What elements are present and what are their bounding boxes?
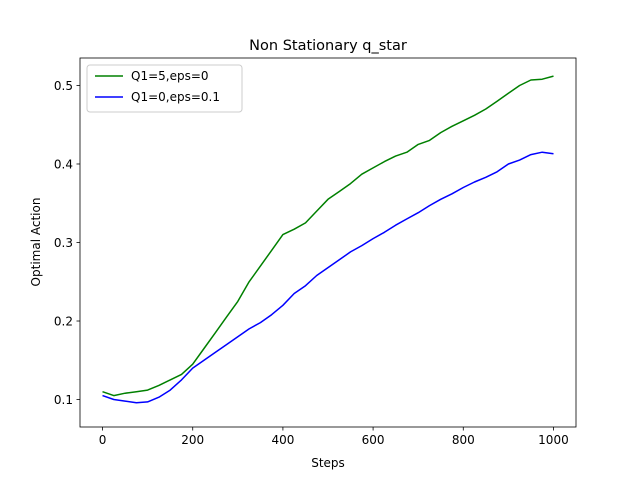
y-tick-label: 0.5 (54, 79, 73, 93)
legend-label-series-1: Q1=5,eps=0 (131, 69, 209, 83)
x-tick-label: 800 (452, 433, 475, 447)
x-tick-label: 600 (362, 433, 385, 447)
legend-box (86, 64, 243, 113)
legend-label-series-2: Q1=0,eps=0.1 (131, 90, 220, 104)
series-line-1 (102, 75, 554, 397)
y-tick-label: 0.3 (54, 236, 73, 250)
x-axis-ticks: 0 200 400 600 800 1000 (99, 427, 569, 447)
legend: Q1=5,eps=0 Q1=0,eps=0.1 (86, 64, 243, 113)
series-line-2 (102, 151, 554, 404)
plot-lines (102, 75, 554, 404)
x-tick-label: 1000 (538, 433, 569, 447)
x-tick-label: 200 (181, 433, 204, 447)
y-axis-ticks: 0.1 0.2 0.3 0.4 0.5 (54, 79, 80, 407)
x-axis-label: Steps (311, 456, 345, 470)
chart-title: Non Stationary q_star (249, 38, 407, 54)
y-axis-label: Optimal Action (29, 198, 43, 287)
y-tick-label: 0.1 (54, 393, 73, 407)
y-tick-label: 0.4 (54, 157, 73, 171)
x-tick-label: 0 (99, 433, 107, 447)
x-tick-label: 400 (271, 433, 294, 447)
y-tick-label: 0.2 (54, 315, 73, 329)
